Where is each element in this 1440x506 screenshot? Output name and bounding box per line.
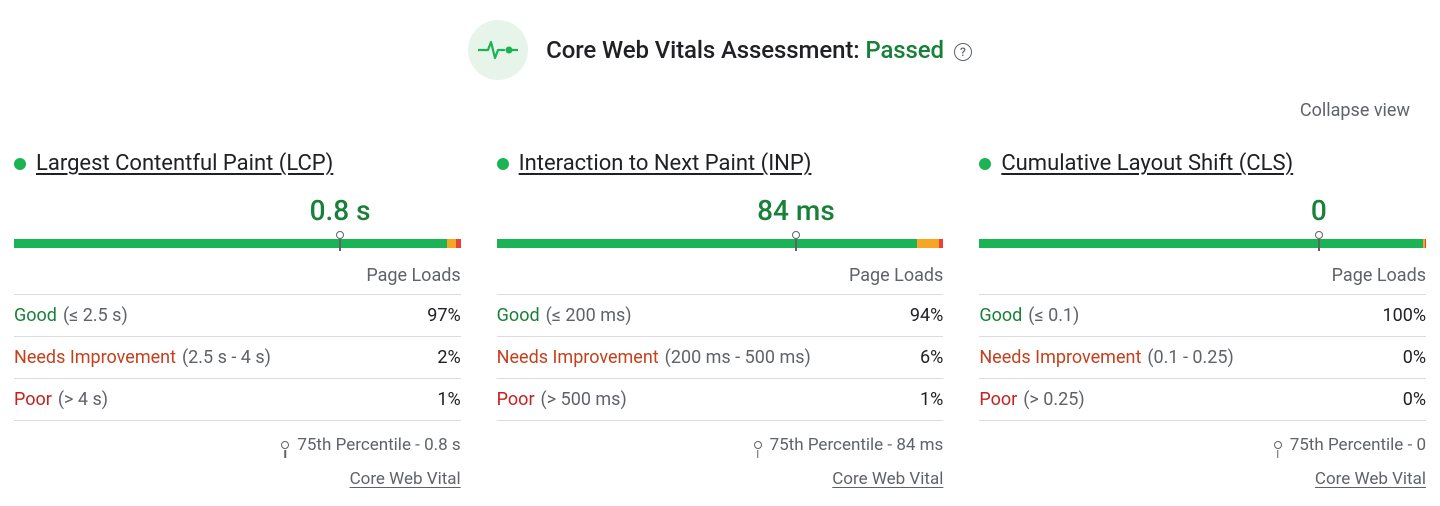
metric-name-link[interactable]: Cumulative Layout Shift (CLS) [1001, 151, 1293, 176]
status-dot [14, 158, 26, 170]
poor-pct: 1% [437, 389, 460, 410]
row-needs-improvement: Needs Improvement (0.1 - 0.25) 0% [979, 337, 1426, 379]
metrics-container: Largest Contentful Paint (LCP) 0.8 s Pag… [10, 127, 1430, 489]
metric-inp: Interaction to Next Paint (INP) 84 ms Pa… [497, 151, 944, 489]
status-dot [979, 158, 991, 170]
ni-pct: 6% [920, 347, 943, 368]
poor-pct: 1% [920, 389, 943, 410]
good-pct: 97% [427, 305, 460, 326]
pin-icon [754, 441, 762, 449]
row-good: Good (≤ 200 ms) 94% [497, 295, 944, 337]
distribution-bar [14, 231, 461, 251]
assessment-status: Passed [865, 36, 944, 64]
distribution-bar [497, 231, 944, 251]
row-needs-improvement: Needs Improvement (2.5 s - 4 s) 2% [14, 337, 461, 379]
assessment-header: Core Web Vitals Assessment: Passed ? [10, 20, 1430, 80]
percentile-marker-icon [336, 231, 344, 239]
good-pct: 100% [1382, 305, 1426, 326]
percentile-marker-icon [1315, 231, 1323, 239]
percentile-note: 75th Percentile - 0.8 s [14, 435, 461, 455]
assessment-title: Core Web Vitals Assessment: Passed ? [546, 36, 972, 64]
core-web-vital-link[interactable]: Core Web Vital [497, 469, 944, 489]
metric-name-link[interactable]: Largest Contentful Paint (LCP) [36, 151, 333, 176]
row-needs-improvement: Needs Improvement (200 ms - 500 ms) 6% [497, 337, 944, 379]
pin-icon [1274, 441, 1282, 449]
help-icon[interactable]: ? [954, 43, 972, 61]
row-poor: Poor (> 0.25) 0% [979, 379, 1426, 421]
status-dot [497, 158, 509, 170]
row-poor: Poor (> 4 s) 1% [14, 379, 461, 421]
percentile-marker-icon [792, 231, 800, 239]
metric-value: 0.8 s [310, 194, 371, 227]
core-web-vital-link[interactable]: Core Web Vital [979, 469, 1426, 489]
poor-pct: 0% [1403, 389, 1426, 410]
title-prefix: Core Web Vitals Assessment: [546, 36, 865, 64]
page-loads-header: Page Loads [497, 265, 944, 295]
core-web-vital-link[interactable]: Core Web Vital [14, 469, 461, 489]
metric-name-link[interactable]: Interaction to Next Paint (INP) [519, 151, 812, 176]
page-loads-header: Page Loads [979, 265, 1426, 295]
metric-value: 84 ms [757, 194, 835, 227]
page-loads-header: Page Loads [14, 265, 461, 295]
row-poor: Poor (> 500 ms) 1% [497, 379, 944, 421]
metric-cls: Cumulative Layout Shift (CLS) 0 Page Loa… [979, 151, 1426, 489]
metric-lcp: Largest Contentful Paint (LCP) 0.8 s Pag… [14, 151, 461, 489]
pin-icon [281, 441, 289, 449]
ni-pct: 0% [1403, 347, 1426, 368]
pulse-icon [468, 20, 528, 80]
ni-pct: 2% [437, 347, 460, 368]
percentile-note: 75th Percentile - 0 [979, 435, 1426, 455]
percentile-note: 75th Percentile - 84 ms [497, 435, 944, 455]
collapse-view-link[interactable]: Collapse view [1300, 100, 1410, 121]
metric-value: 0 [1311, 194, 1327, 227]
distribution-bar [979, 231, 1426, 251]
good-pct: 94% [910, 305, 943, 326]
row-good: Good (≤ 0.1) 100% [979, 295, 1426, 337]
row-good: Good (≤ 2.5 s) 97% [14, 295, 461, 337]
